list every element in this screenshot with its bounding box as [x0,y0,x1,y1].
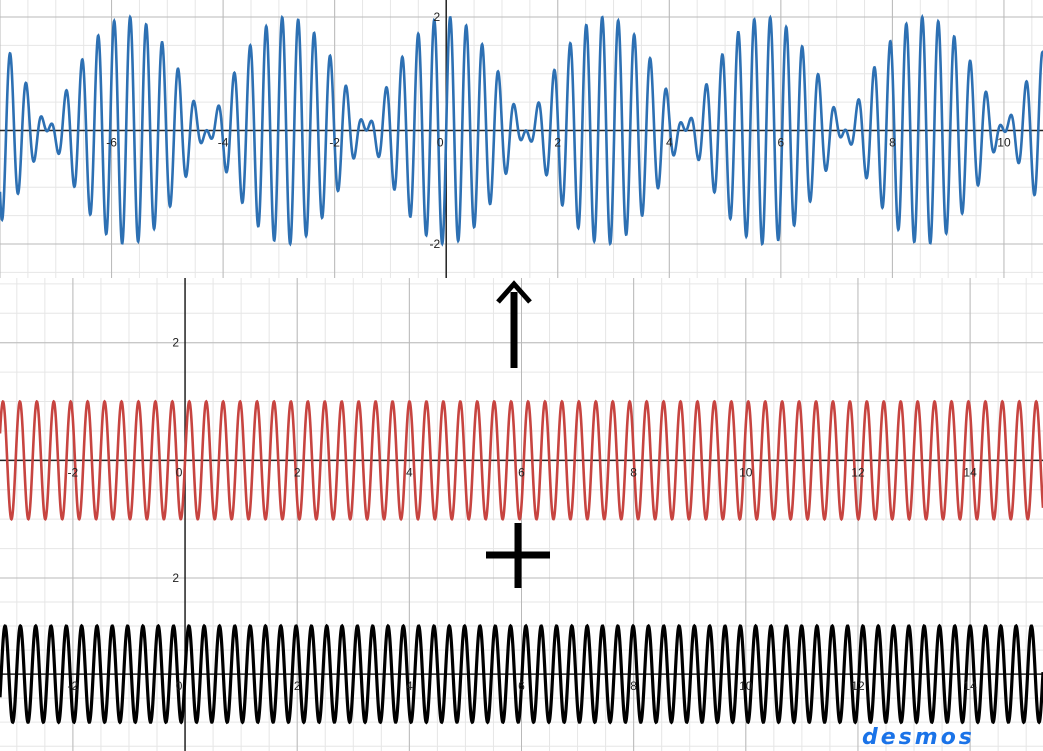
x-tick-label: 14 [963,465,977,479]
x-tick-label: 2 [294,679,301,693]
x-tick-label: 0 [437,135,444,149]
x-tick-label: -2 [68,465,79,479]
x-tick-label: 0 [176,679,183,693]
x-tick-label: -2 [68,679,79,693]
x-tick-label: -6 [106,135,117,149]
x-tick-label: 8 [630,679,637,693]
x-tick-label: 10 [739,465,753,479]
x-tick-label: 6 [518,465,525,479]
y-tick-label: -2 [430,237,441,251]
x-tick-label: 2 [554,135,561,149]
y-tick-label: 2 [172,571,179,585]
x-tick-label: 8 [630,465,637,479]
x-tick-label: 14 [963,679,977,693]
x-tick-label: 0 [176,465,183,479]
x-tick-label: -4 [218,135,229,149]
sum-wave-panel: -6 -4 -2 0 2 4 6 8 10 2 -2 [0,0,1043,278]
x-tick-label: -2 [329,135,340,149]
x-tick-label: 8 [889,135,896,149]
x-tick-label: 12 [851,679,865,693]
x-tick-label: 4 [666,135,673,149]
x-tick-label: 4 [406,465,413,479]
x-tick-label: 2 [294,465,301,479]
x-tick-label: 6 [518,679,525,693]
x-tick-label: 10 [739,679,753,693]
x-tick-label: 4 [406,679,413,693]
wave-b-panel: -2 0 2 4 6 8 10 12 14 2 [0,571,1043,751]
desmos-logo: desmos [862,725,975,750]
up-arrow-icon [498,284,530,368]
x-tick-label: 12 [851,465,865,479]
y-tick-label: 2 [172,336,179,350]
x-tick-label: 10 [997,135,1011,149]
y-tick-label: 2 [434,10,441,24]
x-tick-label: 6 [778,135,785,149]
